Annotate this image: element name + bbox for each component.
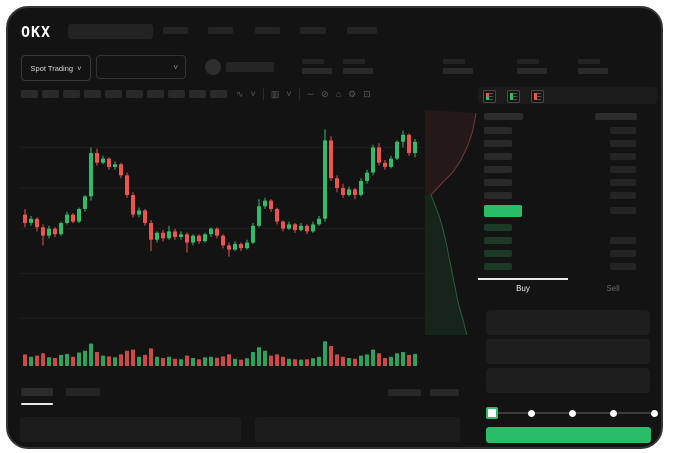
divider xyxy=(298,88,300,100)
total-input[interactable] xyxy=(486,368,650,393)
active-tab-indicator xyxy=(478,278,568,280)
slider-point[interactable] xyxy=(528,410,535,417)
tab-buy[interactable]: Buy xyxy=(516,284,530,293)
slider-point[interactable] xyxy=(651,410,658,417)
market-type-dropdown[interactable]: Spot Trading ˅ xyxy=(21,55,91,81)
timeframe-button[interactable] xyxy=(84,90,101,98)
nav-item[interactable] xyxy=(163,27,188,34)
bid-amount[interactable] xyxy=(610,263,636,270)
line-tool-icon[interactable]: ∼ xyxy=(306,88,315,99)
nav-item[interactable] xyxy=(208,27,233,34)
timeframe-button[interactable] xyxy=(63,90,80,98)
indicators-icon[interactable]: ∿ xyxy=(236,88,244,99)
ticker-stat-value xyxy=(302,68,332,74)
pair-name-placeholder xyxy=(226,62,274,72)
okx-logo: OKX xyxy=(21,23,52,41)
orderbook-view-toggles xyxy=(483,90,544,103)
book-bids-view-icon[interactable] xyxy=(507,90,520,103)
ask-amount[interactable] xyxy=(610,127,636,134)
chevron-down-icon[interactable]: ˅ xyxy=(286,89,292,99)
bottom-tab-underline xyxy=(21,403,53,405)
pair-avatar xyxy=(205,59,221,75)
ob-price-header[interactable] xyxy=(484,113,523,120)
ask-amount[interactable] xyxy=(610,140,636,147)
bid-amount[interactable] xyxy=(610,237,636,244)
ticker-stat-value xyxy=(343,68,373,74)
bottom-action-placeholder[interactable] xyxy=(388,389,421,396)
brush-icon[interactable]: ⊘ xyxy=(321,88,329,99)
bid-price[interactable] xyxy=(484,224,512,231)
ask-amount[interactable] xyxy=(610,192,636,199)
timeframe-button[interactable] xyxy=(189,90,206,98)
bid-price[interactable] xyxy=(484,263,512,270)
ask-price[interactable] xyxy=(484,179,512,186)
ticker-stat-label xyxy=(343,59,365,64)
bottom-tab-active[interactable] xyxy=(21,388,53,396)
pair-select-dropdown[interactable]: ˅ xyxy=(96,55,186,79)
settings-gear-icon[interactable]: ⚙ xyxy=(348,88,357,99)
volume-chart xyxy=(23,341,417,366)
app-window: OKX Spot Trading ˅ ˅ ∿ ˅ ▥ ˅ ∼ ⊘ ⌂ ⚙ ⊡ Buy Sell xyxy=(6,6,663,449)
chevron-down-icon: ˅ xyxy=(173,62,178,72)
ob-amount-header[interactable] xyxy=(595,113,637,120)
timeframe-button[interactable] xyxy=(210,90,227,98)
orders-panel-left xyxy=(20,417,241,442)
market-type-label: Spot Trading xyxy=(30,63,74,73)
slider-point[interactable] xyxy=(569,410,576,417)
candlestick-chart[interactable] xyxy=(20,110,425,335)
timeframe-button[interactable] xyxy=(42,90,59,98)
nav-item[interactable] xyxy=(347,27,377,34)
ticker-stat-label xyxy=(443,59,465,64)
amount-input[interactable] xyxy=(486,339,650,364)
ask-price[interactable] xyxy=(484,192,512,199)
tab-sell[interactable]: Sell xyxy=(606,284,620,293)
ask-amount[interactable] xyxy=(610,179,636,186)
ask-amount[interactable] xyxy=(610,166,636,173)
nav-item[interactable] xyxy=(300,27,326,34)
depth-chart[interactable] xyxy=(425,110,478,335)
search-bar[interactable] xyxy=(68,24,153,39)
slider-point[interactable] xyxy=(610,410,617,417)
bid-price[interactable] xyxy=(484,250,512,257)
orders-panel-right xyxy=(255,417,460,442)
price-input[interactable] xyxy=(486,310,650,335)
buy-submit-button[interactable] xyxy=(486,427,651,443)
ticker-stat-value xyxy=(578,68,608,74)
last-price-amount[interactable] xyxy=(610,207,636,214)
book-split-view-icon[interactable] xyxy=(483,90,496,103)
timeframe-button[interactable] xyxy=(21,90,38,98)
chevron-down-icon: ˅ xyxy=(77,63,82,73)
ask-amount[interactable] xyxy=(610,153,636,160)
camera-icon[interactable]: ⌂ xyxy=(335,89,342,99)
bottom-tab[interactable] xyxy=(66,388,100,396)
ask-price[interactable] xyxy=(484,153,512,160)
timeframe-button[interactable] xyxy=(147,90,164,98)
bottom-action-placeholder[interactable] xyxy=(430,389,459,396)
book-asks-view-icon[interactable] xyxy=(531,90,544,103)
chart-tool-icons: ∿ ˅ ▥ ˅ ∼ ⊘ ⌂ ⚙ ⊡ xyxy=(236,86,371,102)
fullscreen-icon[interactable]: ⊡ xyxy=(363,88,371,99)
timeframe-button[interactable] xyxy=(168,90,185,98)
ask-price[interactable] xyxy=(484,127,512,134)
last-price-bar[interactable] xyxy=(484,205,522,217)
bid-price[interactable] xyxy=(484,237,512,244)
candle-style-icon[interactable]: ▥ xyxy=(270,88,280,99)
bid-amount[interactable] xyxy=(610,250,636,257)
ticker-stat-value xyxy=(517,68,547,74)
ticker-stat-label xyxy=(302,59,324,64)
ticker-stat-label xyxy=(517,59,539,64)
chevron-down-icon[interactable]: ˅ xyxy=(250,89,256,99)
timeframe-button[interactable] xyxy=(126,90,143,98)
orderbook-header-strip xyxy=(478,87,658,104)
ask-price[interactable] xyxy=(484,166,512,173)
nav-item[interactable] xyxy=(255,27,280,34)
slider-handle[interactable] xyxy=(486,407,498,419)
timeframe-button[interactable] xyxy=(105,90,122,98)
ticker-stat-value xyxy=(443,68,473,74)
ticker-stat-label xyxy=(578,59,600,64)
ask-price[interactable] xyxy=(484,140,512,147)
divider xyxy=(262,88,264,100)
